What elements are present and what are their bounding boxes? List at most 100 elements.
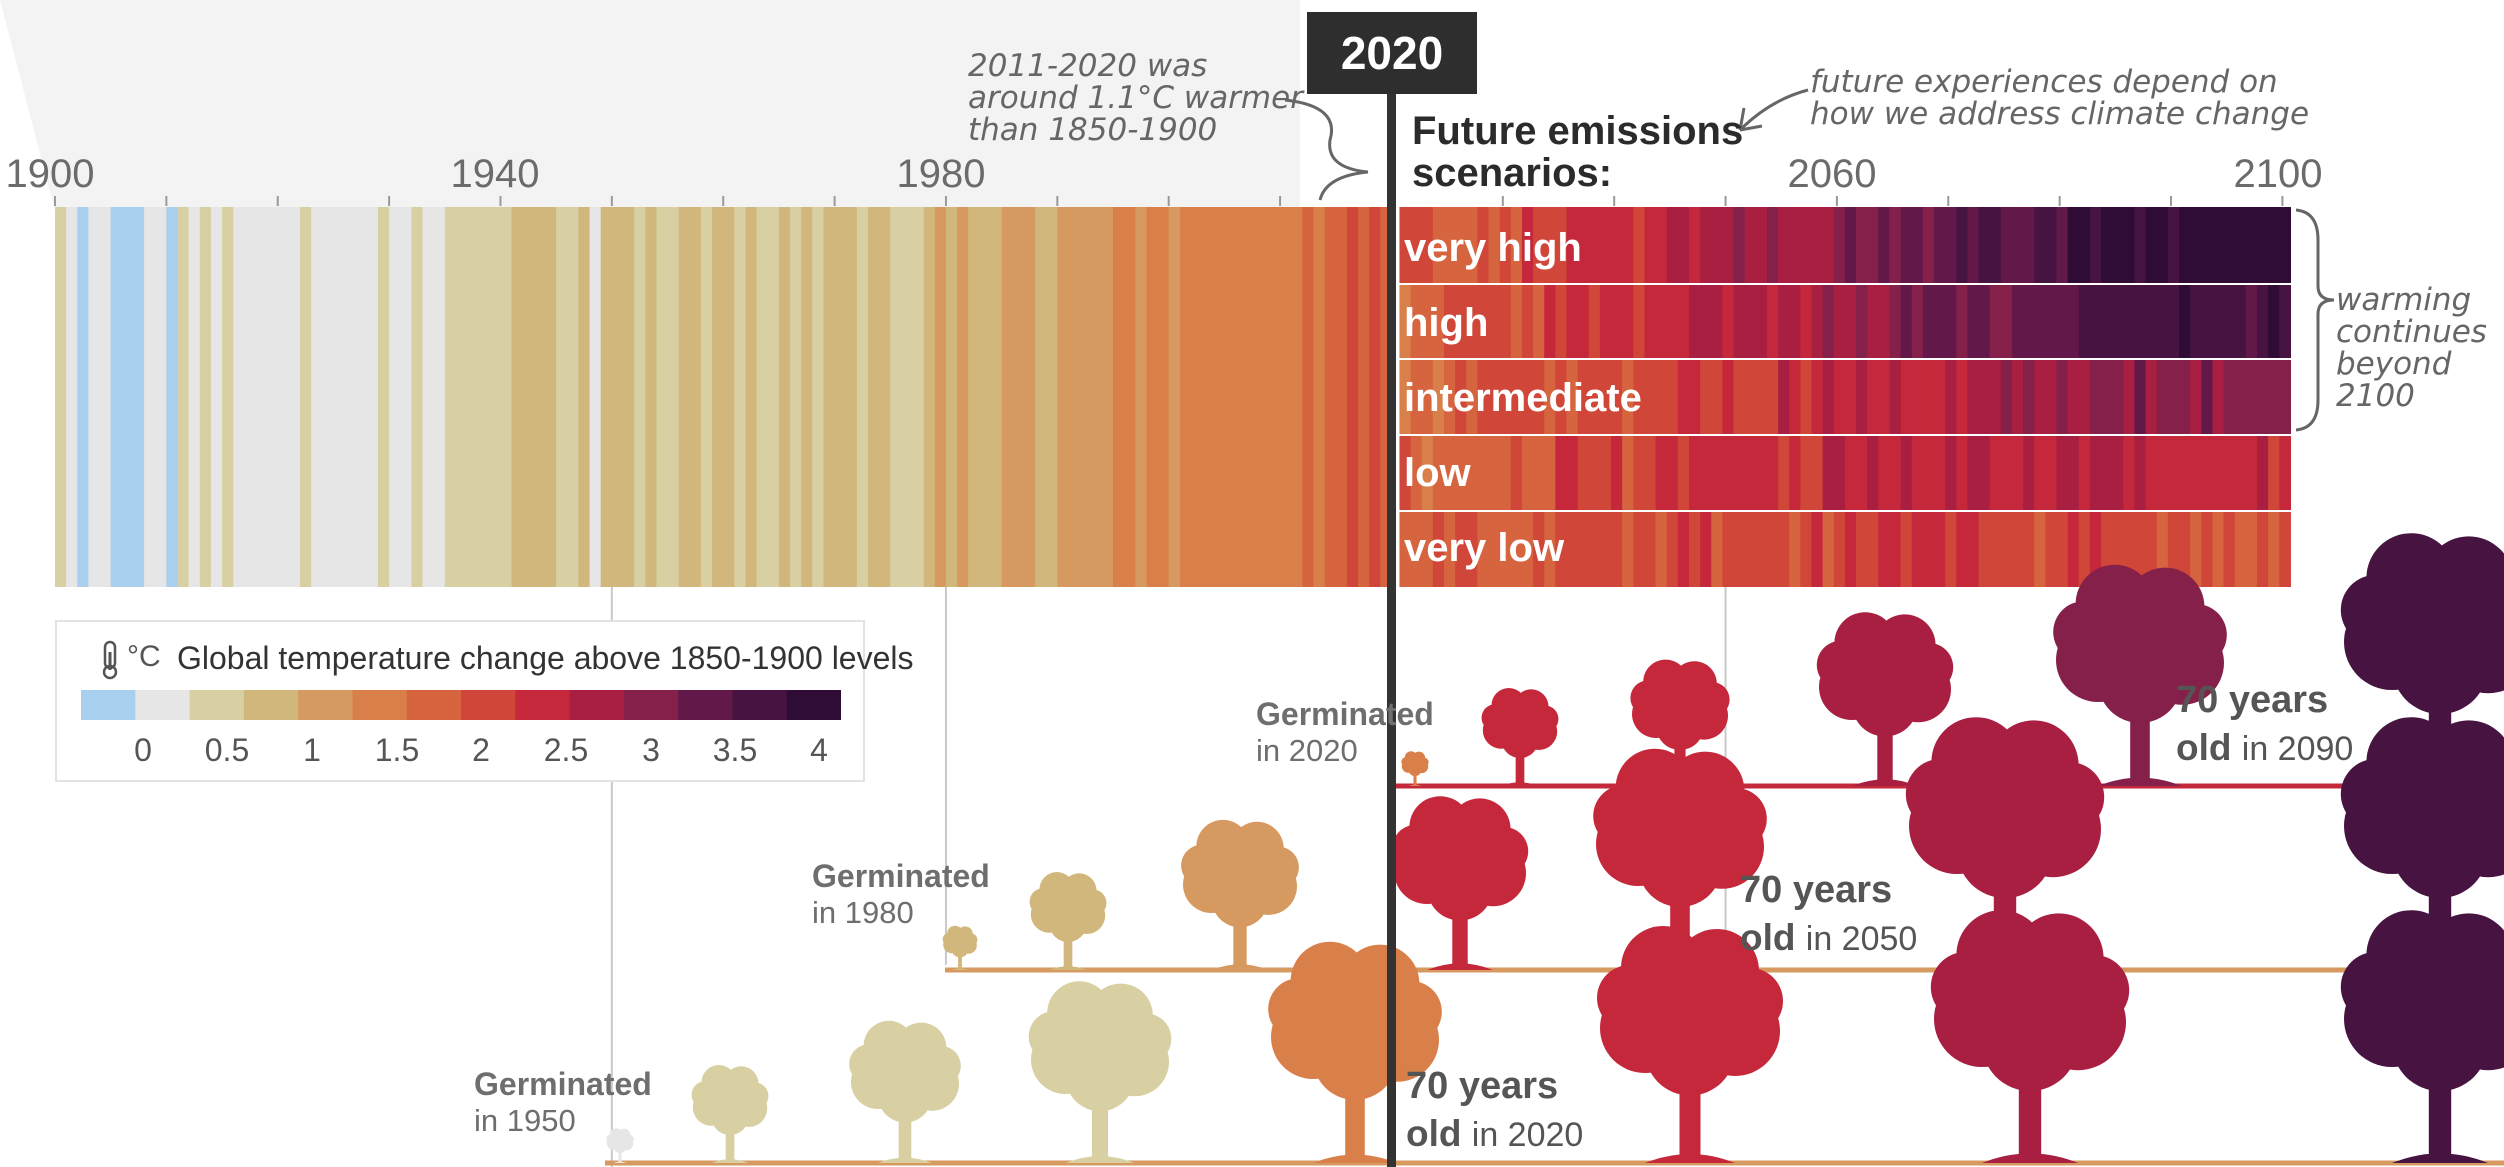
stripe-scenario-year (1644, 207, 1657, 283)
stripe-scenario-year (2078, 207, 2091, 283)
stripe-scenario-year (1766, 285, 1779, 358)
stripe-scenario-year (1599, 207, 1612, 283)
stripe-scenario-year (1700, 207, 1712, 283)
stripe-year (890, 207, 903, 587)
stripe-scenario-year (1766, 512, 1779, 587)
stripe-scenario-year (1644, 285, 1657, 358)
tree-row-1950-age: 70 years old in 2020 (1406, 1065, 1584, 1154)
stripe-scenario-year (1455, 285, 1467, 358)
stripe-year (288, 207, 301, 587)
thermometer-icon (95, 640, 131, 680)
stripe-year (355, 207, 368, 587)
stripe-scenario-year (1611, 207, 1623, 283)
stripe-scenario-year (1577, 207, 1590, 283)
stripe-year (567, 207, 580, 587)
stripe-scenario-year (1488, 360, 1501, 434)
stripe-scenario-year (1911, 512, 1924, 587)
tree-silhouette (1181, 819, 1299, 970)
stripe-scenario-year (1811, 436, 1824, 510)
stripe-scenario-year (2167, 360, 2180, 434)
stripe-scenario-year (2201, 436, 2214, 510)
stripe-scenario-year (2000, 285, 2013, 358)
stripe-scenario-year (1599, 360, 1612, 434)
stripe-scenario-year (1744, 512, 1757, 587)
stripe-scenario-year (1967, 512, 1980, 587)
stripe-year (667, 207, 680, 587)
legend-tick: 1 (303, 732, 321, 768)
stripe-scenario-year (1410, 360, 1423, 434)
stripe-scenario-year (2067, 512, 2080, 587)
stripe-scenario-year (2045, 436, 2058, 510)
tree-silhouette (1593, 748, 1767, 970)
stripe-scenario-year (1844, 512, 1857, 587)
stripe-scenario-year (1722, 285, 1735, 358)
stripe-year (678, 207, 691, 587)
stripe-scenario-year (1555, 285, 1568, 358)
stripe-scenario-year (1967, 207, 1980, 283)
stripe-scenario-year (2190, 207, 2202, 283)
stripe-year (55, 207, 67, 587)
stripe-scenario-year (1967, 360, 1980, 434)
stripe-scenario-year (1700, 436, 1712, 510)
stripe-scenario-year (1934, 512, 1946, 587)
stripe-year (210, 207, 223, 587)
tree-silhouette (849, 1020, 961, 1163)
stripe-scenario-year (2234, 207, 2247, 283)
stripe-scenario-year (2089, 285, 2102, 358)
stripe-scenario-year (1655, 207, 1668, 283)
tree-silhouette (1930, 910, 2130, 1163)
stripe-scenario-year (1856, 512, 1868, 587)
stripe-scenario-year (1722, 436, 1735, 510)
stripe-scenario-year (1945, 512, 1957, 587)
stripe-scenario-year (1956, 285, 1969, 358)
stripe-scenario-year (1922, 207, 1935, 283)
stripe-scenario-year (1800, 360, 1813, 434)
legend-swatch (623, 690, 679, 720)
stripe-scenario-year (1633, 285, 1646, 358)
stripe-scenario-year (1421, 207, 1434, 283)
stripe-scenario-year (2268, 207, 2280, 283)
tree-silhouette (2053, 564, 2227, 786)
stripe-scenario-year (1455, 436, 1467, 510)
stripe-scenario-year (1432, 512, 1445, 587)
stripe-scenario-year (1466, 436, 1478, 510)
scenarios-title: Future emissions scenarios: (1412, 109, 1744, 195)
legend-tick: 1.5 (374, 732, 420, 768)
stripe-scenario-year (2190, 285, 2202, 358)
stripe-year (1257, 207, 1270, 587)
stripe-scenario-year (2056, 285, 2069, 358)
stripe-year (879, 207, 891, 587)
stripe-scenario-year (1677, 360, 1690, 434)
legend-swatch (732, 690, 788, 720)
stripe-scenario-year (1822, 285, 1835, 358)
stripe-scenario-year (2045, 207, 2058, 283)
stripe-scenario-year (1577, 360, 1590, 434)
stripe-year (333, 207, 346, 587)
stripe-scenario-year (2156, 207, 2169, 283)
stripe-scenario-year (2134, 360, 2147, 434)
stripe-scenario-year (2101, 207, 2113, 283)
stripe-scenario-year (1789, 285, 1801, 358)
stripe-scenario-year (1989, 207, 2002, 283)
stripe-scenario-year (2156, 285, 2169, 358)
stripe-scenario-year (2134, 285, 2147, 358)
stripe-year (1380, 207, 1393, 587)
stripe-scenario-year (1488, 207, 1501, 283)
legend-tick: 2 (472, 732, 490, 768)
stripe-scenario-year (1689, 285, 1701, 358)
stripe-scenario-year (1510, 436, 1523, 510)
stripe-scenario-year (2145, 207, 2158, 283)
tree-silhouette (1597, 926, 1783, 1163)
stripe-year (322, 207, 335, 587)
stripe-scenario-year (1722, 207, 1735, 283)
stripe-scenario-year (2023, 436, 2035, 510)
stripe-year (1190, 207, 1203, 587)
tree-row-1980-age: 70 years old in 2050 (1740, 869, 1918, 958)
stripe-scenario-year (1934, 360, 1946, 434)
stripe-year (1246, 207, 1259, 587)
stripe-scenario-year (1633, 512, 1646, 587)
legend-tick: 0 (134, 732, 152, 768)
stripe-scenario-year (1856, 436, 1868, 510)
stripe-scenario-year (1878, 360, 1891, 434)
stripe-scenario-year (2223, 207, 2236, 283)
